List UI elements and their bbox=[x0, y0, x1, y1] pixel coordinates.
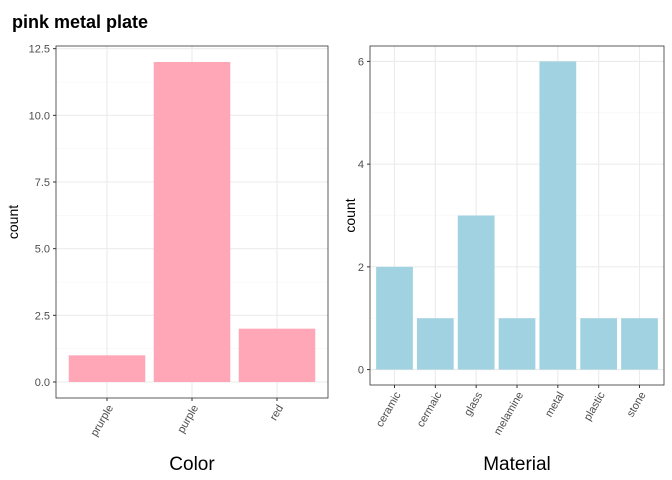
y-tick-label: 5.0 bbox=[35, 244, 50, 256]
color-count-chart: 0.0 2.5 5.0 7.5 10.0 12.5 prurple purple red Colo… bbox=[5, 44, 329, 475]
chart-title: pink metal plate bbox=[12, 12, 148, 32]
y-tick-label: 10.0 bbox=[29, 110, 50, 122]
bar-stone bbox=[621, 318, 658, 370]
x-axis-title: Color bbox=[169, 454, 215, 475]
y-tick-label: 6 bbox=[358, 56, 364, 68]
x-tick-label: melamine bbox=[492, 390, 526, 437]
x-tick-label: purple bbox=[175, 403, 201, 435]
x-tick-label: cermaic bbox=[415, 390, 445, 430]
y-tick-label: 4 bbox=[358, 159, 364, 171]
x-tick-label: glass bbox=[462, 390, 485, 419]
bar-prurple bbox=[68, 355, 146, 382]
bar-plastic bbox=[580, 318, 618, 370]
bar-purple bbox=[153, 62, 231, 382]
y-tick-label: 12.5 bbox=[29, 44, 50, 56]
y-tick-label: 2 bbox=[358, 262, 364, 274]
x-tick-label: ceramic bbox=[374, 390, 404, 430]
y-tick-label: 2.5 bbox=[35, 310, 50, 322]
x-tick-label: stone bbox=[625, 390, 649, 419]
y-tick-label: 0.0 bbox=[35, 377, 50, 389]
y-axis-title: count bbox=[5, 205, 21, 239]
x-axis-title: Material bbox=[483, 454, 551, 475]
x-tick-label: red bbox=[268, 403, 286, 423]
material-count-chart: 0 2 4 6 ceramic cermaic glass melamine metal plas… bbox=[342, 45, 665, 475]
y-axis-title: count bbox=[342, 198, 358, 232]
bar-ceramic bbox=[376, 266, 413, 370]
bar-metal bbox=[539, 61, 577, 370]
bar-melamine bbox=[498, 318, 536, 370]
y-tick-label: 7.5 bbox=[35, 177, 50, 189]
bar-glass bbox=[457, 215, 495, 370]
x-tick-label: metal bbox=[543, 390, 567, 419]
y-tick-label: 0 bbox=[358, 365, 364, 377]
x-tick-label: plastic bbox=[582, 390, 608, 423]
x-tick-label: prurple bbox=[89, 403, 117, 439]
bar-cermaic bbox=[416, 318, 454, 370]
bar-red bbox=[238, 328, 316, 382]
